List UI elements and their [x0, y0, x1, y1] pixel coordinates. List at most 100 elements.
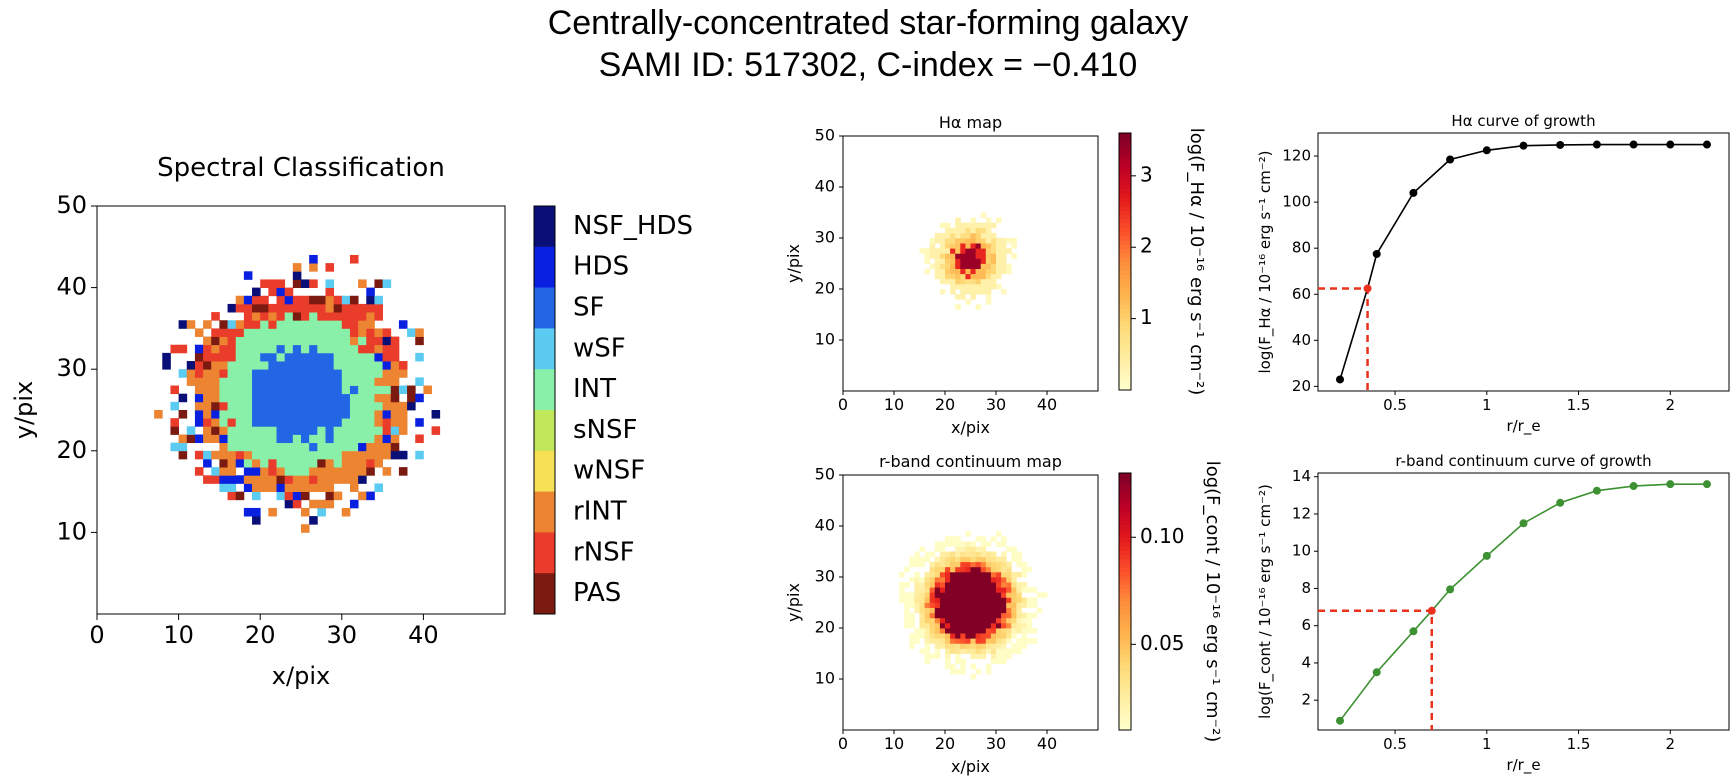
classification-pixel [309, 320, 318, 329]
growth-xtick-label: 2 [1666, 396, 1676, 414]
classification-pixel [292, 336, 302, 346]
map-pixel [965, 232, 971, 239]
map-pixel [945, 612, 951, 619]
figure-title-line1: Centrally-concentrated star-forming gala… [547, 4, 1189, 42]
colorbar-segment [1119, 532, 1131, 538]
map-pixel [939, 551, 946, 557]
map-pixel [914, 602, 920, 608]
classification-pixel [349, 336, 359, 346]
map-pixel [970, 217, 976, 224]
growth-line [1339, 483, 1707, 722]
growth-point [1372, 668, 1381, 677]
map-pixel [924, 582, 931, 588]
classification-pixel [358, 385, 367, 395]
map-pixel [985, 299, 992, 305]
map-pixel [975, 222, 982, 229]
colorbar-segment [1119, 614, 1131, 620]
map-pixel [939, 232, 946, 239]
classification-pixel [235, 295, 245, 305]
classification-pixel [390, 450, 400, 460]
map-pixel [970, 612, 976, 619]
map-pixel [934, 607, 941, 614]
colorbar-segment [1119, 334, 1131, 340]
classification-pixel [317, 303, 326, 313]
classification-pixel [260, 361, 269, 370]
map-pixel [929, 577, 936, 583]
classification-pixel [325, 385, 335, 395]
map-pixel [945, 566, 951, 573]
classification-pixel [366, 287, 375, 297]
classification-pixel [301, 312, 310, 321]
classification-pixel [276, 418, 286, 427]
map-pixel [924, 258, 931, 264]
classification-pixel [301, 401, 310, 411]
classification-pixel [260, 483, 269, 492]
classification-pixel [227, 344, 237, 354]
map-pixel [955, 541, 961, 547]
classification-pixel [186, 434, 196, 444]
map-pixel [904, 582, 910, 588]
colorbar-segment [1119, 282, 1131, 288]
colorbar-segment [1119, 150, 1131, 155]
map-pixel [960, 597, 966, 603]
map-pixel [934, 238, 941, 244]
classification-pixel [382, 361, 392, 370]
classification-pixel [366, 418, 375, 427]
classification-pixel [227, 483, 237, 492]
classification-pixel [243, 393, 253, 403]
map-pixel [1011, 556, 1017, 563]
classification-pixel [358, 361, 367, 370]
legend-label: SF [573, 293, 604, 323]
classification-pixel [309, 377, 318, 386]
colorbar-segment [1119, 244, 1131, 250]
classification-pixel [252, 483, 261, 492]
growth-xtick-label: 0.5 [1383, 735, 1407, 753]
map-pixel [1021, 617, 1027, 624]
colorbar-segment [1119, 670, 1131, 675]
map-ylabel: y/pix [784, 244, 803, 283]
classification-pixel [276, 352, 286, 362]
map-pixel [996, 643, 1002, 649]
map-pixel [1021, 612, 1027, 619]
map-pixel [975, 597, 982, 603]
map-pixel [919, 556, 925, 563]
classification-pixel [292, 361, 302, 370]
map-pixel [924, 612, 931, 619]
legend-label: PAS [573, 578, 621, 608]
classification-pixel [252, 287, 261, 297]
map-pixel [985, 294, 992, 300]
classification-pixel [374, 344, 383, 354]
classification-pixel [341, 303, 351, 313]
map-pixel [970, 622, 976, 629]
map-pixel [934, 268, 941, 275]
map-pixel [934, 263, 941, 269]
classification-pixel [235, 320, 245, 329]
map-pixel [955, 536, 961, 542]
map-pixel [939, 577, 946, 583]
map-pixel [934, 273, 941, 280]
map-pixel [939, 622, 946, 629]
map-pixel [914, 587, 920, 593]
legend-label: rNSF [573, 537, 635, 567]
classification-pixel [341, 434, 351, 444]
map-pixel [945, 232, 951, 239]
map-pixel [985, 238, 992, 244]
map-pixel [996, 283, 1002, 290]
map-pixel [965, 597, 971, 603]
map-pixel [950, 607, 956, 614]
classification-pixel [243, 385, 253, 395]
classification-pixel [154, 410, 163, 419]
colorbar-segment [1119, 515, 1131, 521]
map-pixel [939, 597, 946, 603]
colorbar-segment [1119, 227, 1131, 233]
classification-pixel [374, 377, 383, 386]
map-pixel [924, 643, 931, 649]
map-pixel [929, 633, 936, 639]
colorbar-segment [1119, 490, 1131, 495]
classification-pixel [219, 450, 228, 460]
map-pixel [939, 253, 946, 259]
classification-pixel [268, 434, 277, 444]
map-pixel [929, 612, 936, 619]
classification-pixel [374, 393, 383, 403]
colorbar-segment [1119, 708, 1131, 714]
